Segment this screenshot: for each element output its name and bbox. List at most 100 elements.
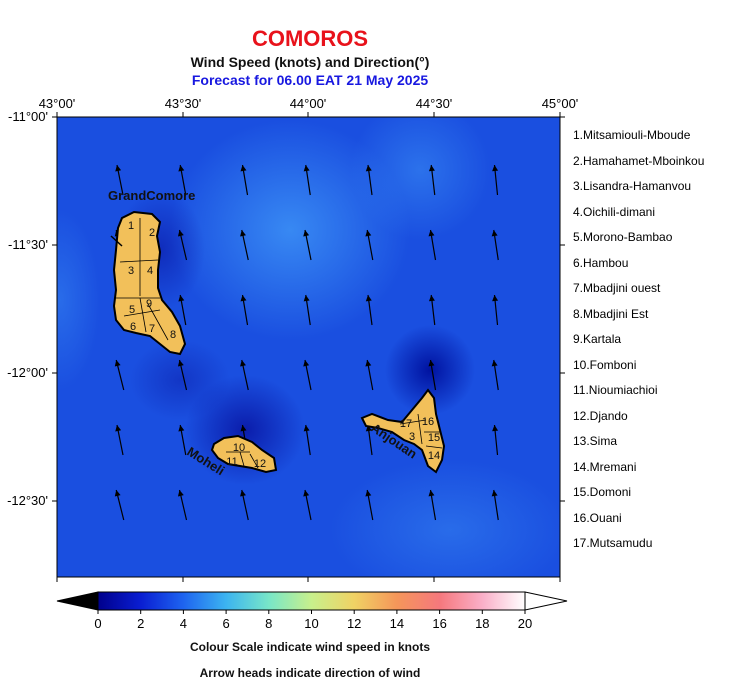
wind-arrow-icon: [115, 424, 124, 456]
island-label-grandcomore: GrandComore: [108, 188, 195, 203]
lon-tick-label: 43°30': [165, 96, 202, 111]
region-number: 6: [130, 321, 136, 333]
wind-arrow-icon: [492, 294, 499, 326]
wind-arrow-icon: [365, 294, 373, 326]
region-legend-item: 2.Hamahamet-Mboinkou: [573, 153, 705, 168]
wind-arrow-icon: [114, 359, 125, 391]
wind-arrow-icon: [428, 229, 437, 261]
region-legend-item: 12.Djando: [573, 408, 628, 423]
wind-arrow-icon: [428, 294, 436, 326]
wind-arrow-icon: [428, 489, 437, 521]
wind-arrow-icon: [428, 164, 436, 196]
region-number: 3: [409, 431, 415, 443]
wind-arrow-icon: [492, 164, 499, 196]
wind-arrow-icon: [240, 164, 249, 196]
colorbar-tick-label: 6: [222, 616, 229, 631]
wind-arrow-icon: [240, 294, 249, 326]
wind-arrow-icon: [178, 164, 187, 196]
wind-arrow-icon: [491, 229, 499, 261]
map-subtitle: Wind Speed (knots) and Direction(°): [190, 54, 430, 70]
colorbar-tick-label: 18: [475, 616, 489, 631]
wind-speed-field: [57, 117, 560, 577]
colorbar-tick-label: 10: [304, 616, 318, 631]
wind-arrow-icon: [365, 424, 373, 456]
region-legend-item: 8.Mbadjini Est: [573, 306, 649, 321]
region-legend-item: 14.Mremani: [573, 459, 637, 474]
lat-tick-label: -12°30': [7, 493, 48, 508]
wind-arrow-icon: [177, 359, 188, 391]
colorbar-tick-label: 8: [265, 616, 272, 631]
region-number: 3: [128, 265, 134, 277]
wind-arrow-icon: [365, 229, 374, 261]
region-legend-item: 1.Mitsamiouli-Mboude: [573, 128, 691, 142]
wind-arrow-icon: [178, 294, 187, 326]
colorbar-tick-label: 20: [518, 616, 532, 631]
moheli-island: [210, 434, 278, 474]
colorbar-tick-label: 4: [180, 616, 187, 631]
region-number: 15: [428, 432, 440, 444]
lat-tick-label: -11°30': [8, 237, 48, 252]
region-legend-item: 15.Domoni: [573, 485, 632, 499]
region-number: 14: [428, 450, 440, 462]
wind-arrow-icon: [491, 359, 499, 391]
region-legend-item: 16.Ouani: [573, 510, 622, 525]
wind-arrow-icon: [114, 489, 125, 521]
lon-tick-label: 43°00': [39, 96, 76, 111]
wind-arrow-icon: [177, 489, 188, 521]
colorbar-tick-label: 12: [347, 616, 361, 631]
lon-tick-label: 45°00': [542, 96, 579, 111]
lat-tick-label: -11°00': [8, 109, 48, 124]
region-number: 12: [254, 458, 266, 470]
region-number: 9: [146, 298, 152, 310]
region-number: 8: [170, 329, 176, 341]
region-legend-item: 3.Lisandra-Hamanvou: [573, 179, 692, 193]
region-legend-item: 4.Oichili-dimani: [573, 204, 656, 219]
colorbar-caption: Colour Scale indicate wind speed in knot…: [189, 640, 431, 654]
region-legend-item: 17.Mutsamudu: [573, 536, 653, 550]
colorbar: 0 2 4 6 8 10 12 14 16 18 20: [56, 591, 568, 631]
axis-ticks: 43°00' 43°30' 44°00' 44°30' 45°00' -11°00' -11…: [7, 96, 578, 582]
region-number: 16: [422, 416, 434, 428]
region-legend-item: 10.Fomboni: [573, 357, 637, 372]
anjouan-island: [360, 388, 446, 474]
region-number: 5: [129, 304, 135, 316]
wind-arrow-icon: [428, 359, 437, 391]
wind-arrow-icon: [365, 489, 374, 521]
wind-arrow-icon: [115, 164, 124, 196]
map-title: COMOROS: [251, 26, 369, 51]
lat-tick-label: -12°00': [7, 365, 48, 380]
wind-arrow-icon: [240, 489, 249, 521]
wind-arrow-icon: [303, 164, 311, 196]
colorbar-tick-label: 0: [94, 616, 101, 631]
region-legend-item: 9.Kartala: [573, 332, 622, 346]
wind-arrow-icon: [178, 424, 187, 456]
region-legend-item: 5.Morono-Bambao: [573, 230, 673, 244]
region-legend-item: 7.Mbadjini ouest: [573, 281, 661, 295]
region-legend-item: 11.Nioumiachioi: [573, 383, 658, 397]
colorbar-tick-label: 16: [432, 616, 446, 631]
arrow-caption: Arrow heads indicate direction of wind: [199, 666, 421, 680]
region-number: 10: [233, 442, 245, 454]
region-number: 7: [149, 323, 155, 335]
wind-arrow-icon: [240, 229, 249, 261]
region-number: 17: [400, 418, 412, 430]
region-number: 2: [149, 227, 155, 239]
region-number: 11: [226, 456, 237, 468]
lon-tick-label: 44°30': [416, 96, 453, 111]
region-legend-item: 13.Sima: [573, 434, 618, 448]
region-number: 1: [128, 220, 134, 232]
wind-arrow-icon: [303, 294, 311, 326]
colorbar-tick-label: 2: [137, 616, 144, 631]
wind-arrow-icon: [365, 164, 373, 196]
region-legend-item: 6.Hambou: [573, 255, 629, 270]
wind-arrow-icon: [177, 229, 188, 261]
colorbar-tick-label: 14: [390, 616, 404, 631]
grand-comore-island: [112, 210, 187, 356]
wind-arrow-icon: [303, 489, 312, 521]
wind-arrow-icon: [492, 424, 499, 456]
region-number: 4: [147, 265, 153, 277]
forecast-time: Forecast for 06.00 EAT 21 May 2025: [191, 72, 429, 88]
wind-arrow-icon: [365, 359, 374, 391]
